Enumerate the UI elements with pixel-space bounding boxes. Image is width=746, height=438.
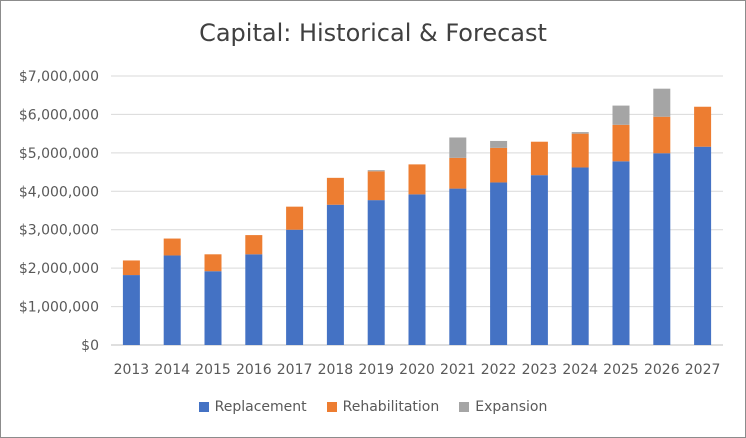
x-tick-label: 2023 <box>522 362 558 378</box>
bar-rehabilitation-2025 <box>612 124 630 162</box>
y-tick-label: $4,000,000 <box>19 184 99 200</box>
legend-label-rehabilitation: Rehabilitation <box>342 399 440 415</box>
x-tick-label: 2019 <box>358 362 394 378</box>
bar-rehabilitation-2022 <box>490 147 508 183</box>
x-tick-label: 2013 <box>114 362 150 378</box>
legend-swatch-expansion <box>459 402 470 412</box>
bar-rehabilitation-2016 <box>245 235 263 255</box>
legend-swatch-rehabilitation <box>326 402 337 412</box>
bar-expansion-2024 <box>571 132 589 134</box>
y-tick-label: $1,000,000 <box>19 300 99 316</box>
bar-replacement-2016 <box>245 254 263 345</box>
bar-rehabilitation-2014 <box>163 238 181 256</box>
x-tick-label: 2016 <box>236 362 272 378</box>
x-tick-label: 2026 <box>644 362 680 378</box>
bar-rehabilitation-2021 <box>449 157 467 189</box>
legend-item-replacement: Replacement <box>198 399 307 415</box>
bar-rehabilitation-2024 <box>571 133 589 168</box>
bar-replacement-2017 <box>286 229 304 345</box>
bar-expansion-2021 <box>449 137 467 158</box>
y-tick-label: $7,000,000 <box>19 69 99 85</box>
y-tick-label: $3,000,000 <box>19 223 99 239</box>
y-tick-label: $5,000,000 <box>19 146 99 162</box>
bar-rehabilitation-2020 <box>408 164 426 195</box>
y-tick-label: $0 <box>81 338 99 354</box>
y-tick-label: $2,000,000 <box>19 261 99 277</box>
bar-replacement-2023 <box>530 175 548 345</box>
x-tick-label: 2027 <box>685 362 721 378</box>
x-tick-label: 2015 <box>195 362 231 378</box>
bar-rehabilitation-2027 <box>694 106 712 147</box>
legend-label-replacement: Replacement <box>214 399 307 415</box>
bar-rehabilitation-2017 <box>286 206 304 230</box>
bar-expansion-2026 <box>653 88 671 117</box>
bar-rehabilitation-2019 <box>367 171 385 201</box>
bar-rehabilitation-2026 <box>653 116 671 154</box>
legend-label-expansion: Expansion <box>475 399 548 415</box>
x-tick-label: 2018 <box>318 362 354 378</box>
chart-title: Capital: Historical & Forecast <box>199 19 547 47</box>
x-tick-label: 2025 <box>603 362 639 378</box>
bar-replacement-2021 <box>449 188 467 345</box>
bar-rehabilitation-2018 <box>326 177 344 205</box>
bar-replacement-2018 <box>326 204 344 345</box>
legend-swatch-replacement <box>198 402 209 412</box>
x-tick-label: 2021 <box>440 362 476 378</box>
bar-rehabilitation-2015 <box>204 254 222 272</box>
y-tick-label: $6,000,000 <box>19 107 99 123</box>
bar-replacement-2019 <box>367 200 385 345</box>
bar-rehabilitation-2013 <box>122 260 140 276</box>
x-tick-label: 2022 <box>481 362 517 378</box>
bar-replacement-2022 <box>490 182 508 345</box>
x-tick-label: 2020 <box>399 362 435 378</box>
bar-replacement-2025 <box>612 161 630 345</box>
bar-replacement-2027 <box>694 146 712 345</box>
chart-legend: Replacement Rehabilitation Expansion <box>1 399 745 415</box>
bar-replacement-2020 <box>408 194 426 345</box>
x-tick-label: 2024 <box>562 362 598 378</box>
bar-expansion-2019 <box>367 170 385 172</box>
legend-item-rehabilitation: Rehabilitation <box>326 399 440 415</box>
bar-replacement-2014 <box>163 255 181 345</box>
x-tick-label: 2014 <box>154 362 190 378</box>
bar-replacement-2026 <box>653 153 671 345</box>
legend-item-expansion: Expansion <box>459 399 547 415</box>
bar-expansion-2022 <box>490 140 508 148</box>
bar-replacement-2024 <box>571 167 589 345</box>
bar-expansion-2025 <box>612 105 630 125</box>
x-tick-label: 2017 <box>277 362 313 378</box>
bar-replacement-2013 <box>122 275 140 345</box>
bar-rehabilitation-2023 <box>530 141 548 176</box>
bar-replacement-2015 <box>204 271 222 345</box>
